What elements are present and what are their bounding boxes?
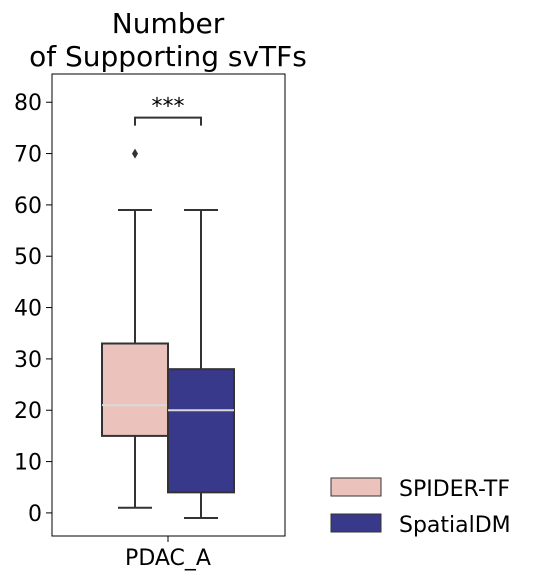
x-tick-label: PDAC_A [125, 546, 211, 571]
legend: SPIDER-TF SpatialDM [330, 477, 511, 538]
legend-label-spider-tf: SPIDER-TF [399, 477, 510, 502]
y-tick-label: 70 [14, 143, 42, 168]
y-tick-label: 60 [14, 194, 42, 219]
y-tick-label: 80 [14, 91, 42, 116]
box-spider-tf [101, 342, 169, 437]
significance-bracket [134, 116, 202, 126]
plot-frame [51, 73, 286, 537]
y-tick-label: 0 [28, 502, 42, 527]
x-axis: PDAC_A [125, 536, 211, 571]
y-tick-label: 40 [14, 297, 42, 322]
plot-area: *** [101, 95, 235, 520]
box-spatialdm [167, 368, 235, 494]
legend-swatch-spatialdm [330, 513, 382, 533]
chart-title-line-1: Number [112, 7, 225, 40]
y-axis: 0 10 20 30 40 50 60 70 80 [14, 91, 52, 527]
legend-swatch-spider-tf [330, 477, 382, 497]
chart-title-line-2: of Supporting svTFs [29, 40, 307, 73]
legend-label-spatialdm: SpatialDM [399, 513, 511, 538]
outlier-point [132, 148, 138, 159]
significance-label: *** [152, 95, 185, 120]
y-tick-label: 10 [14, 451, 42, 476]
y-tick-label: 50 [14, 245, 42, 270]
y-tick-label: 30 [14, 348, 42, 373]
y-tick-label: 20 [14, 399, 42, 424]
